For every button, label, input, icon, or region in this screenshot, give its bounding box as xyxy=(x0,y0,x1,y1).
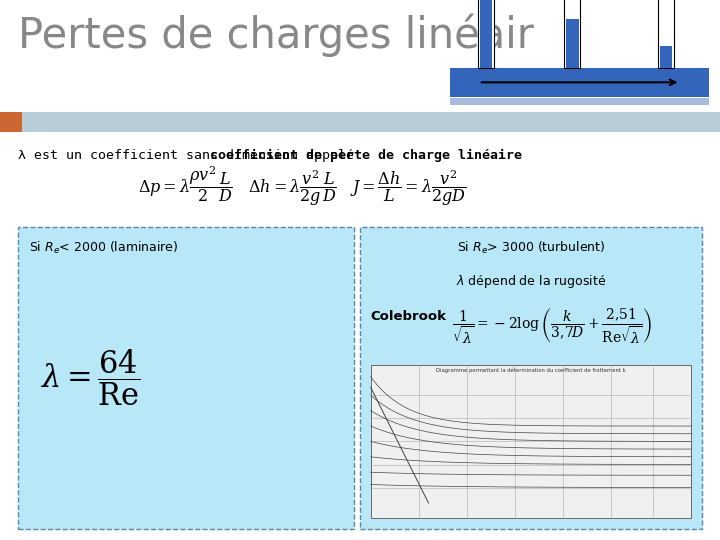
Text: λ est un coefficient sans dimension appelé: λ est un coefficient sans dimension appe… xyxy=(18,148,362,161)
Bar xyxy=(360,227,702,529)
Bar xyxy=(658,0,674,68)
Bar xyxy=(564,0,580,68)
Bar xyxy=(0,112,720,132)
Text: $\Delta p = \lambda \dfrac{\rho v^2}{2} \dfrac{L}{D}$$\quad \Delta h = \lambda \: $\Delta p = \lambda \dfrac{\rho v^2}{2} … xyxy=(138,165,467,208)
Text: Si $R_e$> 3000 (turbulent): Si $R_e$> 3000 (turbulent) xyxy=(456,240,606,256)
Bar xyxy=(566,19,579,68)
Bar xyxy=(478,0,494,68)
Text: Si $R_e$< 2000 (laminaire): Si $R_e$< 2000 (laminaire) xyxy=(29,240,178,256)
Text: Colebrook: Colebrook xyxy=(371,310,447,323)
Text: $\dfrac{1}{\sqrt{\lambda}} = -2\log\left(\dfrac{k}{3{,}7D} + \dfrac{2{,}51}{\mat: $\dfrac{1}{\sqrt{\lambda}} = -2\log\left… xyxy=(452,307,653,346)
Text: $\lambda = \dfrac{64}{\mathrm{Re}}$: $\lambda = \dfrac{64}{\mathrm{Re}}$ xyxy=(40,348,140,408)
Bar xyxy=(18,227,354,529)
Bar xyxy=(450,98,709,105)
Text: coefficient de perte de charge linéaire: coefficient de perte de charge linéaire xyxy=(210,148,522,161)
Text: Pertes de charges linéair: Pertes de charges linéair xyxy=(18,14,534,57)
Text: $\lambda$ dépend de la rugosité: $\lambda$ dépend de la rugosité xyxy=(456,273,606,289)
Bar xyxy=(371,364,691,518)
Bar xyxy=(450,68,709,97)
Bar xyxy=(0,112,22,132)
Text: Diagramme permettant la détermination du coefficient de frottement k: Diagramme permettant la détermination du… xyxy=(436,367,626,373)
Bar xyxy=(660,46,672,68)
Bar xyxy=(480,0,492,68)
